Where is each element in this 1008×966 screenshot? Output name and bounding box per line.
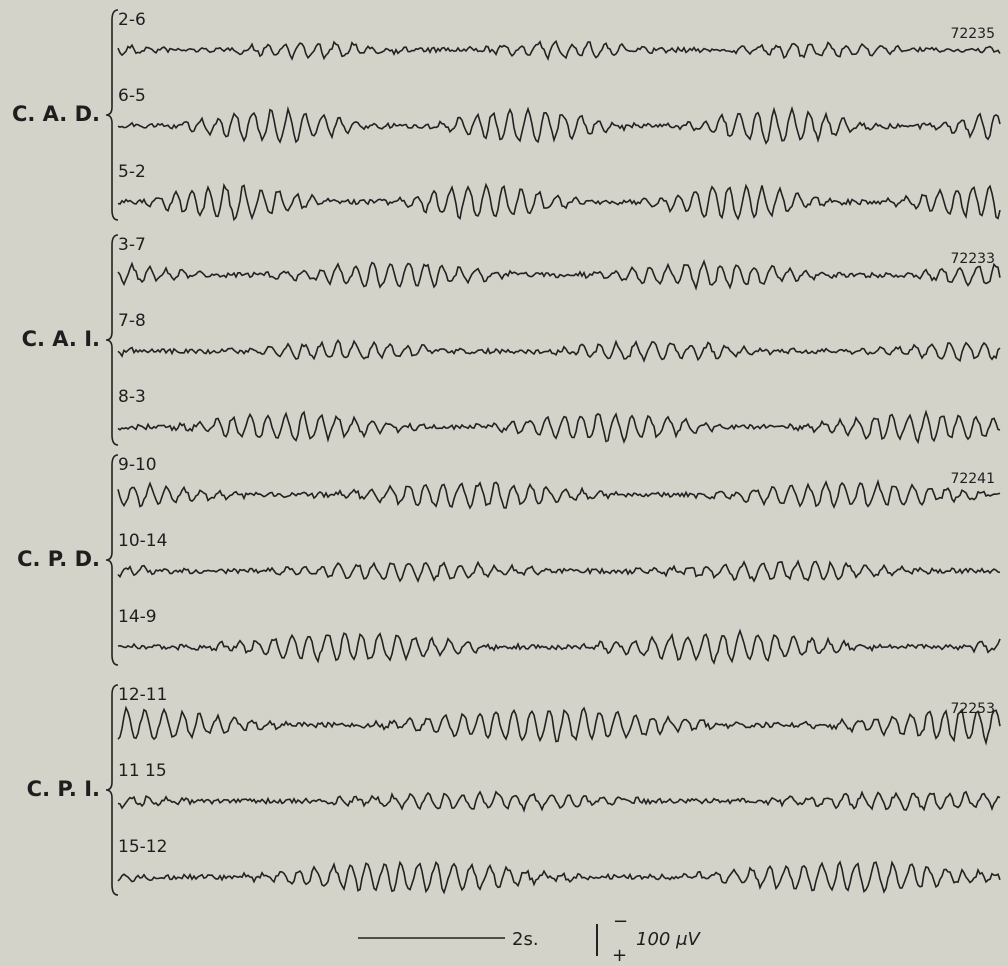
eeg-trace — [118, 41, 1000, 59]
group-label: C. A. D. — [12, 102, 100, 126]
eeg-trace — [118, 862, 1000, 892]
group-label: C. P. D. — [17, 547, 100, 571]
brace — [106, 235, 118, 445]
record-number: 72253 — [950, 701, 995, 717]
eeg-trace — [118, 109, 1000, 144]
channel-label: 15-12 — [118, 837, 167, 857]
channel-label: 3-7 — [118, 235, 146, 255]
eeg-trace — [118, 412, 1000, 442]
eeg-figure: 2s. − + 100 μV C. A. D. 72235 2-6 6-5 5-2 C. … — [0, 0, 1008, 966]
brace — [106, 10, 118, 220]
eeg-trace — [118, 261, 1000, 288]
record-number: 72233 — [950, 251, 995, 267]
group-label: C. P. I. — [27, 777, 100, 801]
eeg-trace — [118, 341, 1000, 361]
eeg-trace — [118, 792, 1000, 810]
time-scale-label: 2s. — [512, 929, 539, 950]
channel-label: 9-10 — [118, 455, 157, 475]
group-label: C. A. I. — [22, 327, 100, 351]
eeg-trace — [118, 561, 1000, 581]
channel-label: 7-8 — [118, 311, 146, 331]
eeg-trace — [118, 185, 1000, 220]
channel-label: 14-9 — [118, 607, 157, 627]
record-number: 72241 — [950, 471, 995, 487]
channel-label: 10-14 — [118, 531, 167, 551]
brace — [106, 455, 118, 665]
voltage-scale-label: 100 μV — [636, 929, 702, 950]
eeg-trace — [118, 708, 1000, 743]
record-number: 72235 — [950, 26, 995, 42]
polarity-minus: − — [613, 911, 628, 932]
polarity-plus: + — [612, 945, 627, 966]
brace — [106, 685, 118, 895]
eeg-trace — [118, 631, 1000, 663]
channel-label: 8-3 — [118, 387, 146, 407]
channel-label: 12-11 — [118, 685, 167, 705]
channel-label: 11 15 — [118, 761, 167, 781]
channel-label: 6-5 — [118, 86, 146, 106]
eeg-trace — [118, 482, 1000, 508]
channel-label: 2-6 — [118, 10, 146, 30]
channel-label: 5-2 — [118, 162, 146, 182]
